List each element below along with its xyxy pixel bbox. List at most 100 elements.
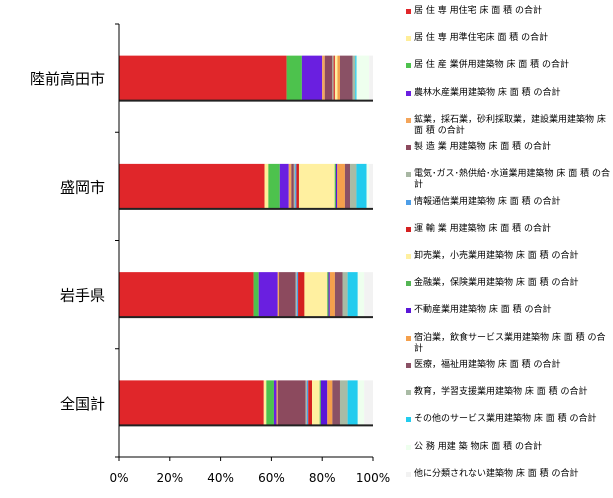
legend-swatch [406,444,411,450]
bar-segment [304,272,328,318]
bar-segment [268,163,280,209]
bar-segment [366,163,370,209]
legend-item: 他に分類されない建築物 床 面 積 の合計 [400,469,612,480]
bar-segment [296,272,299,318]
legend-swatch [406,199,411,205]
legend-swatch [406,254,411,259]
legend-label: 教育，学習支援業用建築物 床 面 積 の合計 [414,387,588,398]
legend-item: 教育，学習支援業用建築物 床 面 積 の合計 [400,387,612,398]
category-label: 全国計 [60,395,105,413]
legend-swatch [406,36,411,42]
legend-item: その他のサービス業用建築物 床 面 積 の合計 [400,414,612,425]
bar-segment [319,380,321,426]
bar-segment [305,380,307,426]
legend-swatch [406,172,411,178]
x-tick-label: 20% [156,471,183,485]
bar-segment [334,163,336,209]
legend-label: 製 造 業 用建築物 床 面 積 の合計 [414,142,552,153]
legend-item: 居 住 産 業併用建築物 床 面 積 の合計 [400,60,612,71]
bar-segment [308,380,313,426]
bar-segment [327,272,329,318]
bar-segment [332,55,334,101]
legend-label: 医療，福祉用建築物 床 面 積 の合計 [414,359,561,370]
bar-segment [264,163,269,209]
bar-segment [364,272,373,318]
bar-segment [291,163,294,209]
x-tick-label: 0% [109,471,128,485]
legend-swatch [406,145,411,151]
legend-label: 情報通信業用建築物 床 面 積 の合計 [414,196,561,207]
legend-label: 電気･ガス･熱供給･水道業用建築物 床 面 積 の合計 [414,169,610,191]
bar-segment [296,163,299,209]
x-tick-label: 60% [258,471,285,485]
bar-segment [119,272,254,318]
bar-segment [334,55,338,101]
bar-segment [339,380,348,426]
bar-segment [301,55,323,101]
legend-item: 情報通信業用建築物 床 面 積 の合計 [400,197,612,208]
legend-item: 運 輸 業 用建築物 床 面 積 の合計 [400,224,612,235]
legend-item: 農林水産業用建築物 床 面 積 の合計 [400,88,612,99]
x-tick-label: 100% [356,471,390,485]
bar-segment [322,55,325,101]
bar-segment [320,380,328,426]
bar-segment [339,55,353,101]
legend-swatch [406,63,411,69]
bar-segment [263,380,267,426]
legend-label: 居 住 産 業併用建築物 床 面 積 の合計 [414,60,570,71]
bar-segment [357,380,365,426]
bar-segment [286,55,302,101]
legend-label: その他のサービス業用建築物 床 面 積 の合計 [414,414,597,425]
category-label: 盛岡市 [60,178,105,196]
bar-segment [266,380,274,426]
bar-segment [119,55,287,101]
legend-item: 金融業，保険業用建築物 床 面 積 の合計 [400,278,612,289]
legend-label: 居 住 専 用準住宅床 面 積 の合計 [414,33,549,44]
legend-swatch [406,226,411,232]
legend-label: 居 住 専 用住宅 床 面 積 の合計 [414,6,543,16]
bar-segment [369,163,373,209]
legend-item: 居 住 専 用住宅 床 面 積 の合計 [400,6,612,17]
bar-segment [119,163,265,209]
bar-segment [355,55,357,101]
bar-segment [298,272,305,318]
bar-segment [327,380,333,426]
bar-segment [342,272,348,318]
legend-item: 卸売業，小売業用建築物 床 面 積 の合計 [400,251,612,262]
category-label: 岩手県 [60,287,105,305]
bar-segment [293,163,296,209]
bar-segment [295,163,297,209]
bar-segment [288,163,292,209]
bar-segment [337,55,340,101]
legend-swatch [406,117,411,123]
bar-segment [298,163,335,209]
bar-segment [350,163,357,209]
legend-label: 金融業，保険業用建築物 床 面 積 の合計 [414,278,579,289]
legend-item: 公 務 用建 築 物床 面 積 の合計 [400,442,612,453]
legend-label: 宿泊業，飲食サービス業用建築物 床 面 積 の合計 [414,332,606,354]
legend-swatch [406,9,411,14]
bar-segment [328,272,330,318]
x-tick-label: 80% [309,471,336,485]
bar-segment [334,272,343,318]
legend-item: 医療，福祉用建築物 床 面 積 の合計 [400,360,612,371]
bar-segment [364,380,373,426]
bar-segment [253,272,259,318]
bar-segment [347,272,358,318]
bar-segment [356,163,367,209]
bar-segment [324,55,333,101]
legend-item: 宿泊業，飲食サービス業用建築物 床 面 積 の合計 [400,333,612,355]
bar-segment [352,55,356,101]
bar-segment [279,163,289,209]
legend-label: 公 務 用建 築 物床 面 積 の合計 [414,441,543,452]
bar-segment [119,380,264,426]
legend-item: 居 住 専 用準住宅床 面 積 の合計 [400,33,612,44]
bar-segment [277,272,280,318]
bar-segment [356,55,370,101]
legend-swatch [406,90,411,96]
bar-segment [357,272,365,318]
bar-segment [273,380,277,426]
bar-segment [337,163,345,209]
